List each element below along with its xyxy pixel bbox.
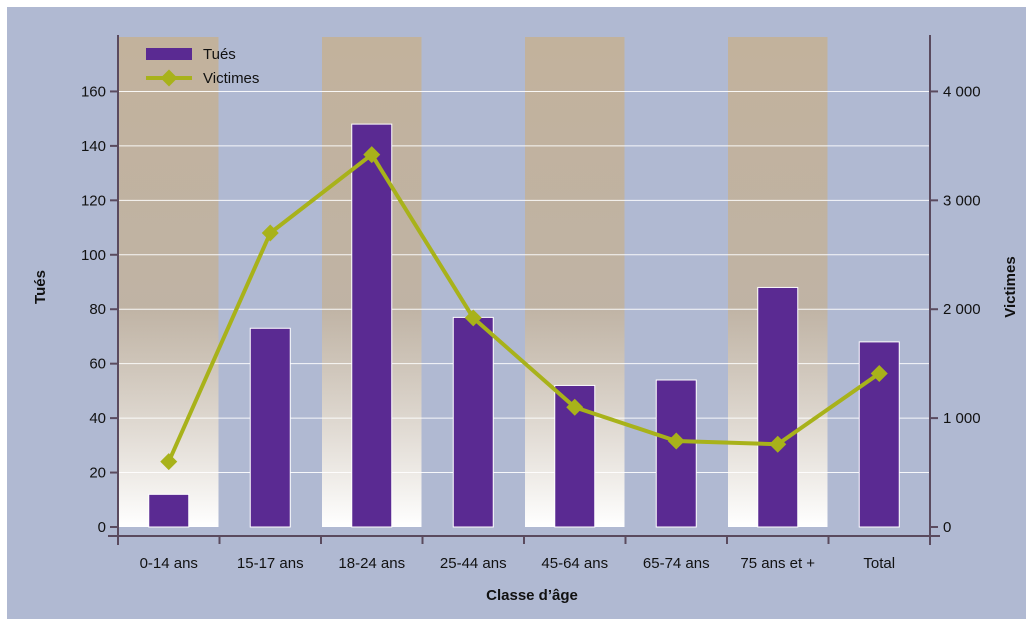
y2-tick-label: 1 000 <box>943 410 981 427</box>
x-tick-label: 65-74 ans <box>643 555 710 572</box>
y-tick-label: 80 <box>89 301 106 318</box>
legend-line-marker <box>160 69 178 87</box>
x-axis-title: Classe d’âge <box>486 587 578 604</box>
x-tick-label: 0-14 ans <box>140 555 198 572</box>
y-tick-label: 120 <box>81 192 106 209</box>
y-tick-label: 60 <box>89 356 106 373</box>
legend-bar-swatch <box>146 48 192 60</box>
y2-tick-label: 4 000 <box>943 83 981 100</box>
point-victimes <box>464 309 482 327</box>
chart-container: 0 20 40 60 80 100 120 140 160 0 1 000 2 000 3 000 4 … <box>7 7 1026 619</box>
legend: Tués Victimes <box>146 46 259 87</box>
y-tick-label: 160 <box>81 83 106 100</box>
category-band <box>119 37 219 527</box>
y-axis-title: Tués <box>32 270 49 304</box>
point-victimes <box>566 398 584 416</box>
x-tick-label: 75 ans et + <box>740 555 815 572</box>
y-tick-label: 100 <box>81 247 106 264</box>
x-tick-label: 25-44 ans <box>440 555 507 572</box>
right-axis-ticks: 0 1 000 2 000 3 000 4 000 <box>930 83 981 536</box>
point-victimes <box>261 224 279 242</box>
y-tick-label: 140 <box>81 138 106 155</box>
bar-tues <box>249 327 291 528</box>
x-tick-label: 18-24 ans <box>338 555 405 572</box>
line-series <box>160 146 888 471</box>
bar-tues <box>655 379 697 528</box>
y-tick-label: 0 <box>98 519 106 536</box>
point-victimes <box>667 432 685 450</box>
line-victimes <box>166 152 881 463</box>
point-victimes <box>160 453 178 471</box>
legend-label-tues: Tués <box>203 46 236 63</box>
x-tick-label: Total <box>863 555 895 572</box>
point-victimes <box>870 364 888 382</box>
x-tick-label: 15-17 ans <box>237 555 304 572</box>
point-victimes <box>363 146 381 164</box>
chart: 0 20 40 60 80 100 120 140 160 0 1 000 2 000 3 000 4 … <box>7 7 1026 619</box>
y2-axis-title: Victimes <box>1002 256 1019 317</box>
bar-tues <box>148 493 190 528</box>
bar-tues <box>351 123 393 528</box>
y-tick-label: 20 <box>89 465 106 482</box>
left-axis-ticks: 0 20 40 60 80 100 120 140 160 <box>81 83 118 536</box>
x-axis-ticks: 0-14 ans 15-17 ans 18-24 ans 25-44 ans 45-64… <box>117 536 931 572</box>
bar-tues <box>757 286 799 528</box>
legend-label-victimes: Victimes <box>203 70 259 87</box>
bar-tues <box>452 316 494 528</box>
x-tick-label: 45-64 ans <box>541 555 608 572</box>
point-victimes <box>769 435 787 453</box>
y-tick-label: 40 <box>89 410 106 427</box>
y2-tick-label: 2 000 <box>943 301 981 318</box>
y2-tick-label: 0 <box>943 519 951 536</box>
y2-tick-label: 3 000 <box>943 192 981 209</box>
bar-series <box>148 123 900 528</box>
